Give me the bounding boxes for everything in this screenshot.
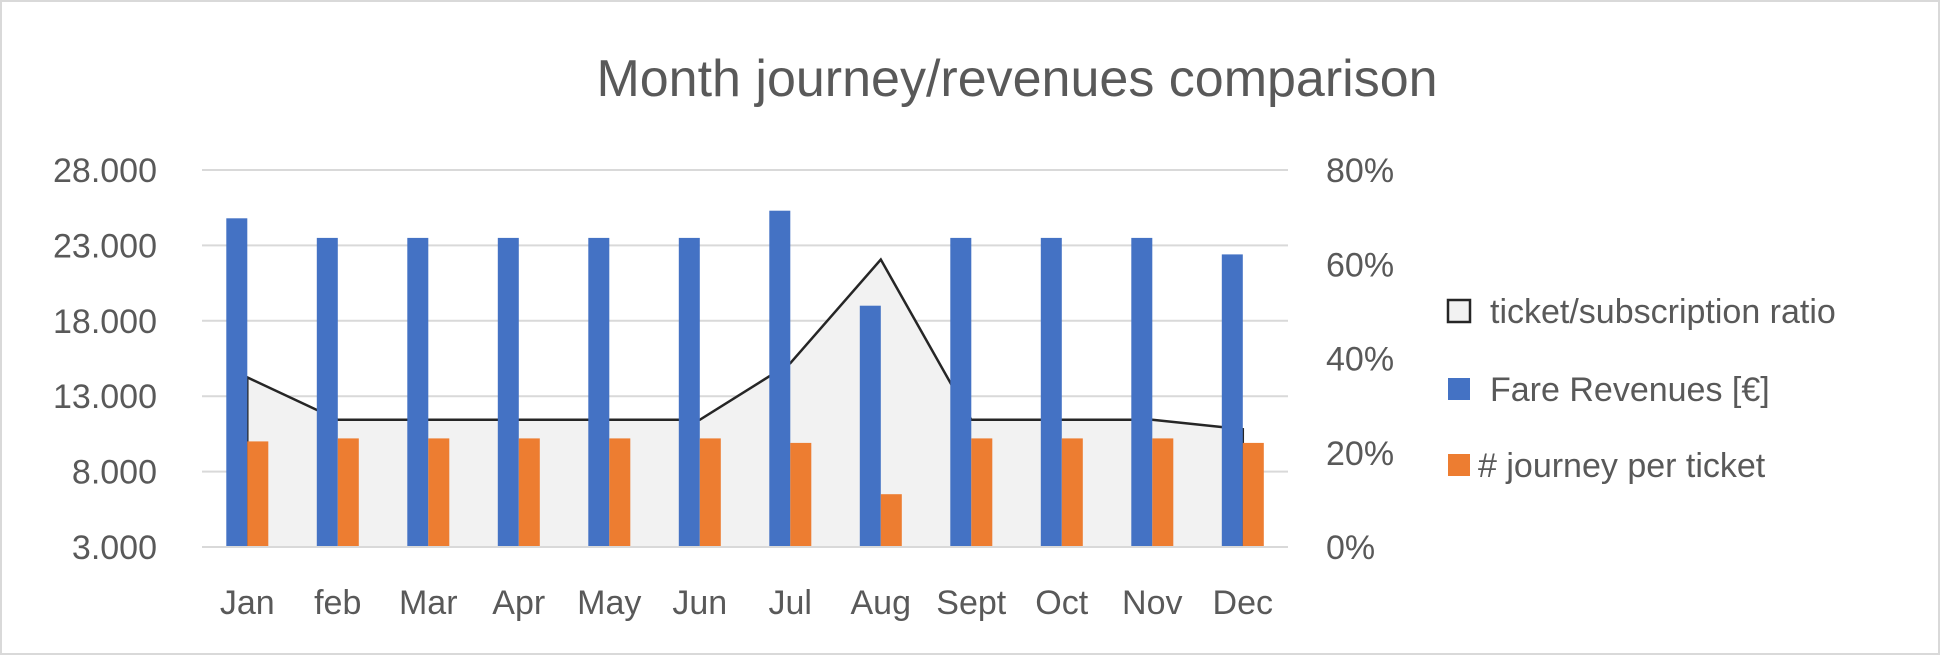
legend: ticket/subscription ratio Fare Revenues [… <box>1446 293 1836 485</box>
y-right-tick-label: 40% <box>1326 341 1394 379</box>
bar-fare-revenues <box>950 237 972 547</box>
x-tick-label: Dec <box>1213 584 1273 622</box>
bar-journey-per-ticket <box>1152 438 1174 547</box>
x-tick-label: Apr <box>492 584 545 622</box>
ratio-area-fill <box>247 259 1243 547</box>
legend-label: Fare Revenues [€] <box>1490 371 1770 409</box>
y-left-tick-label: 23.000 <box>53 227 157 265</box>
x-tick-label: feb <box>314 584 361 622</box>
x-tick-label: Oct <box>1035 584 1088 622</box>
y-left-tick-label: 13.000 <box>53 378 157 416</box>
legend-label: ticket/subscription ratio <box>1490 293 1836 331</box>
x-tick-label: Mar <box>399 584 458 622</box>
bar-journey-per-ticket <box>971 438 993 547</box>
bar-fare-revenues <box>769 210 791 547</box>
y-right-tick-label: 0% <box>1326 529 1375 567</box>
bar-journey-per-ticket <box>1061 438 1083 547</box>
bar-journey-per-ticket <box>609 438 631 547</box>
bar-journey-per-ticket <box>247 441 269 547</box>
bar-series <box>226 210 1264 548</box>
legend-swatch <box>1448 454 1470 476</box>
bar-journey-per-ticket <box>1242 442 1264 547</box>
y-left-tick-label: 8.000 <box>72 454 157 492</box>
legend-swatch <box>1446 298 1472 324</box>
y-right-tick-label: 60% <box>1326 246 1394 284</box>
chart-title: Month journey/revenues comparison <box>596 50 1437 108</box>
legend-label: # journey per ticket <box>1478 447 1766 485</box>
bar-fare-revenues <box>1040 237 1062 547</box>
y-right-tick-label: 20% <box>1326 435 1394 473</box>
legend-swatch <box>1448 378 1470 400</box>
y-left-tick-label: 28.000 <box>53 152 157 190</box>
x-tick-label: Sept <box>936 584 1006 622</box>
bar-fare-revenues <box>588 237 610 547</box>
x-tick-label: Aug <box>851 584 912 622</box>
bar-fare-revenues <box>1131 237 1153 547</box>
bar-fare-revenues <box>678 237 700 547</box>
x-tick-label: May <box>577 584 641 622</box>
y-right-tick-label: 80% <box>1326 152 1394 190</box>
ratio-area-series <box>246 257 1245 548</box>
y-left-tick-label: 18.000 <box>53 303 157 341</box>
x-tick-label: Nov <box>1122 584 1182 622</box>
bar-journey-per-ticket <box>790 442 812 547</box>
bar-fare-revenues <box>1221 254 1243 547</box>
x-tick-label: Jul <box>769 584 812 622</box>
axes: 28.000 23.000 18.000 13.000 8.000 3.000 80% 60%… <box>53 152 1394 622</box>
bar-journey-per-ticket <box>337 438 359 547</box>
x-tick-label: Jun <box>672 584 727 622</box>
bar-journey-per-ticket <box>428 438 450 547</box>
bar-fare-revenues <box>226 218 248 548</box>
x-tick-label: Jan <box>220 584 275 622</box>
bar-fare-revenues <box>316 237 338 547</box>
y-left-tick-label: 3.000 <box>72 529 157 567</box>
bar-journey-per-ticket <box>518 438 540 547</box>
bar-fare-revenues <box>497 237 519 547</box>
bar-fare-revenues <box>859 305 881 547</box>
bar-journey-per-ticket <box>880 494 902 547</box>
bar-fare-revenues <box>407 237 429 547</box>
bar-journey-per-ticket <box>699 438 721 547</box>
